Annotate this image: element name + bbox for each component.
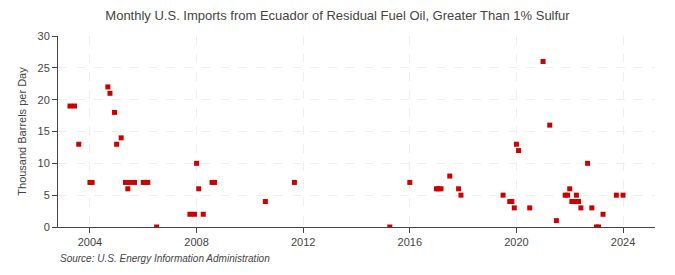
svg-text:0: 0 — [44, 221, 50, 233]
svg-text:2016: 2016 — [398, 236, 422, 248]
svg-text:25: 25 — [38, 62, 50, 74]
svg-text:2008: 2008 — [184, 236, 208, 248]
svg-text:Source: U.S. Energy Informatio: Source: U.S. Energy Information Administ… — [60, 253, 270, 264]
svg-text:15: 15 — [38, 125, 50, 137]
svg-text:2024: 2024 — [611, 236, 635, 248]
svg-text:10: 10 — [38, 157, 50, 169]
svg-text:5: 5 — [44, 189, 50, 201]
svg-text:30: 30 — [38, 30, 50, 42]
svg-text:20: 20 — [38, 94, 50, 106]
svg-text:2020: 2020 — [504, 236, 528, 248]
svg-text:2012: 2012 — [291, 236, 315, 248]
svg-text:Thousand Barrels per Day: Thousand Barrels per Day — [16, 67, 28, 196]
svg-text:2004: 2004 — [78, 236, 102, 248]
svg-text:Monthly U.S. Imports from Ecua: Monthly U.S. Imports from Ecuador of Res… — [105, 8, 570, 23]
